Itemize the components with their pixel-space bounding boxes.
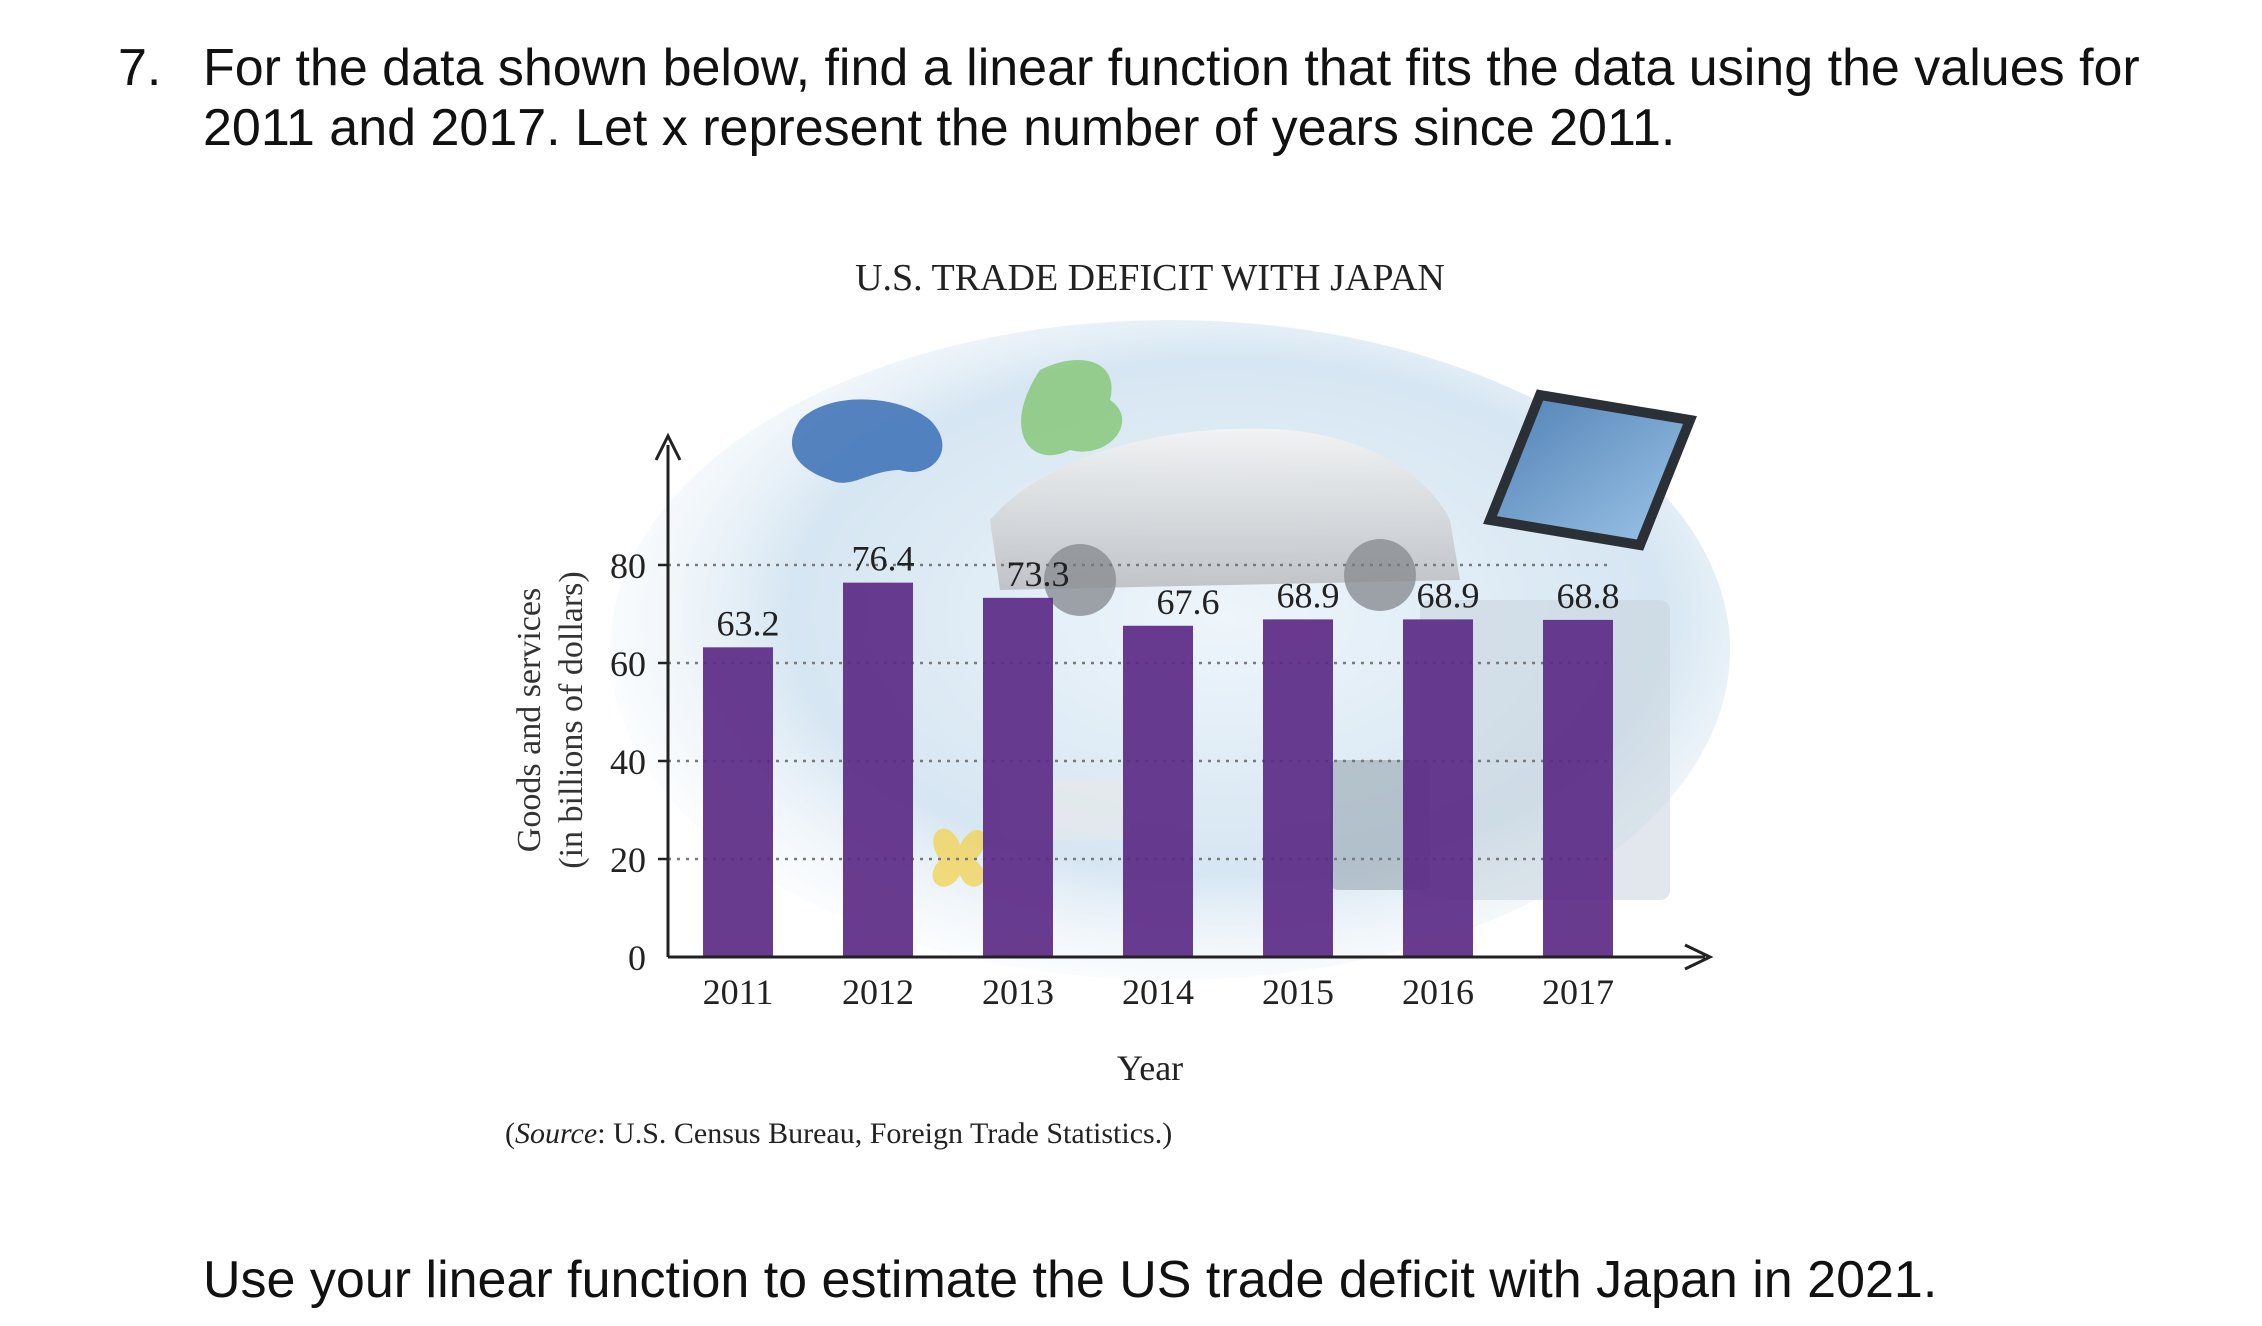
bar xyxy=(983,597,1053,957)
bar-value-label: 76.4 xyxy=(852,539,915,579)
x-tick-labels: 2011 2012 2013 2014 2015 2016 2017 xyxy=(703,972,1614,1012)
x-tick-label: 2015 xyxy=(1262,972,1334,1012)
y-tick-label: 0 xyxy=(628,938,646,978)
bar xyxy=(843,582,913,957)
japan-map-icon xyxy=(1021,360,1123,456)
source-rest: : U.S. Census Bureau, Foreign Trade Stat… xyxy=(597,1117,1172,1150)
y-tick-label: 80 xyxy=(610,546,646,586)
x-axis-label: Year xyxy=(1117,1048,1183,1088)
game-controller-icon xyxy=(791,399,943,483)
bar xyxy=(1543,619,1613,957)
y-tick-label: 60 xyxy=(610,644,646,684)
source-italic: Source xyxy=(515,1117,597,1150)
bar-value-labels: 63.2 76.4 73.3 67.6 68.9 68.9 68.8 xyxy=(717,539,1620,644)
chart-axes xyxy=(654,432,1714,971)
x-tick-label: 2011 xyxy=(703,972,774,1012)
bar xyxy=(1263,619,1333,957)
chart-title: U.S. TRADE DEFICIT WITH JAPAN xyxy=(855,257,1445,299)
bar-value-label: 63.2 xyxy=(717,603,780,643)
car-wheel-icon xyxy=(1344,539,1416,611)
car-wheel-icon xyxy=(1044,544,1116,616)
bar-value-label: 68.9 xyxy=(1277,575,1340,615)
y-axis-label-line1: Goods and services xyxy=(511,588,548,852)
bar-series xyxy=(703,582,1613,957)
y-tick-labels: 0 20 40 60 80 xyxy=(610,546,646,978)
x-axis-arrow xyxy=(1684,943,1714,971)
x-tick-label: 2012 xyxy=(842,972,914,1012)
x-tick-label: 2013 xyxy=(982,972,1054,1012)
x-tick-label: 2014 xyxy=(1122,972,1194,1012)
x-tick-label: 2016 xyxy=(1402,972,1474,1012)
sports-car-icon xyxy=(990,428,1460,590)
tablet-icon xyxy=(1483,389,1697,551)
question-number: 7. xyxy=(118,39,162,97)
flower-icon xyxy=(932,828,986,887)
bar-value-label: 73.3 xyxy=(1007,554,1070,594)
bar-value-label: 68.9 xyxy=(1417,575,1480,615)
question-text: For the data shown below, find a linear … xyxy=(203,39,2140,157)
bar xyxy=(1403,619,1473,957)
bar-value-label: 68.8 xyxy=(1557,576,1620,616)
x-tick-label: 2017 xyxy=(1542,972,1614,1012)
y-tick-label: 20 xyxy=(610,840,646,880)
question-followup: Use your linear function to estimate the… xyxy=(203,1251,1938,1309)
y-tick-label: 40 xyxy=(610,742,646,782)
y-axis-arrow xyxy=(654,432,682,461)
source-prefix: ( xyxy=(505,1117,515,1150)
bar xyxy=(1123,625,1193,957)
source-note: (Source: U.S. Census Bureau, Foreign Tra… xyxy=(505,1117,1172,1150)
bar xyxy=(703,647,773,957)
y-axis-label-line2: (in billions of dollars) xyxy=(553,571,590,868)
bar-value-label: 67.6 xyxy=(1157,582,1220,622)
